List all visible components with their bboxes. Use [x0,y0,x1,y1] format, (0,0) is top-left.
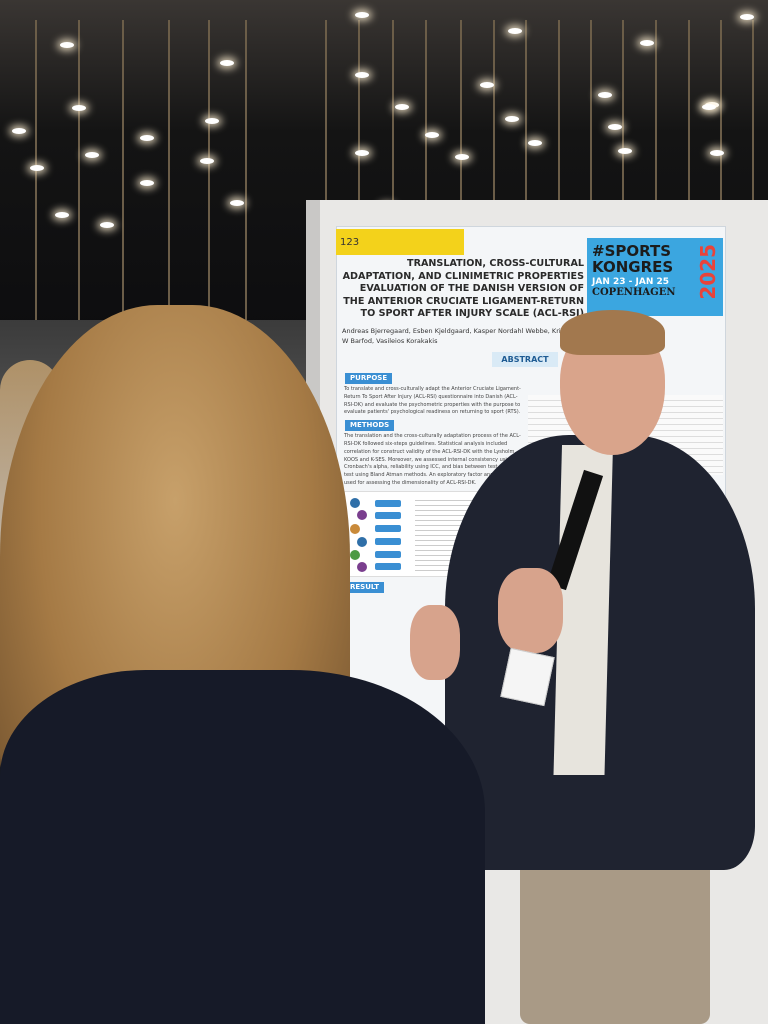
ceiling-light [60,42,74,48]
ceiling-light [100,222,114,228]
ceiling-light [598,92,612,98]
ceiling-light [508,28,522,34]
presenter-hand-left [410,605,460,680]
ceiling-light [480,82,494,88]
congress-year: 2025 [696,244,720,300]
ceiling-light [455,154,469,160]
ceiling-slat [622,20,624,320]
ceiling-slat [425,20,427,320]
ceiling-light [30,165,44,171]
ceiling-slat [208,20,210,320]
ceiling-light [140,135,154,141]
abstract-heading: ABSTRACT [492,351,558,367]
ceiling-light [140,180,154,186]
ceiling-light [395,104,409,110]
ceiling-light [85,152,99,158]
ceiling-light [12,128,26,134]
ceiling-light [608,124,622,130]
ceiling-slat [590,20,592,320]
ceiling-light [710,150,724,156]
ceiling-slat [78,20,80,320]
congress-dates: JAN 23 - JAN 25 [592,277,670,287]
congress-logo: #SPORTS KONGRES JAN 23 - JAN 25 COPENHAG… [587,238,723,316]
ceiling-light [355,72,369,78]
ceiling-slat [493,20,495,320]
ceiling-light [200,158,214,164]
ceiling-light [205,118,219,124]
listener-jacket [0,670,485,1024]
ceiling-slat [558,20,560,320]
ceiling-slat [525,20,527,320]
ceiling-slat [245,20,247,320]
ceiling-light [640,40,654,46]
poster-authors: Andreas Bjerregaard, Esben Kjeldgaard, K… [342,326,582,345]
ceiling-slat [688,20,690,320]
ceiling-light [220,60,234,66]
ceiling-light [505,116,519,122]
presenter-hand-right [498,568,563,653]
ceiling-light [528,140,542,146]
methods-heading: METHODS [345,420,395,432]
result-heading: RESULT [345,581,384,593]
ceiling-light [355,12,369,18]
ceiling-slat [392,20,394,320]
purpose-heading: PURPOSE [345,372,393,384]
ceiling-light [230,200,244,206]
ceiling-slat [655,20,657,320]
congress-hashtag: #SPORTS [592,242,672,260]
ceiling-light [55,212,69,218]
ceiling-slat [325,20,327,320]
poster-main-column: TRANSLATION, CROSS-CULTURAL ADAPTATION, … [342,258,586,595]
purpose-text: To translate and cross-culturally adapt … [344,385,521,416]
ceiling-slat [122,20,124,320]
ceiling-light [72,105,86,111]
ceiling-slat [720,20,722,320]
ceiling-light [355,150,369,156]
ceiling-slat [168,20,170,320]
ceiling-slat [460,20,462,320]
congress-city: COPENHAGEN [592,287,676,298]
ceiling-light [618,148,632,154]
poster-number: 123 [336,229,464,255]
ceiling-light [740,14,754,20]
presenter-hair [560,310,665,355]
poster-title: TRANSLATION, CROSS-CULTURAL ADAPTATION, … [342,258,584,320]
ceiling-slat [358,20,360,320]
methods-text: The translation and the cross-culturally… [344,433,521,486]
ceiling-slat [752,20,754,320]
ceiling-light [425,132,439,138]
ceiling-light [702,104,716,110]
congress-name: KONGRES [592,258,674,276]
